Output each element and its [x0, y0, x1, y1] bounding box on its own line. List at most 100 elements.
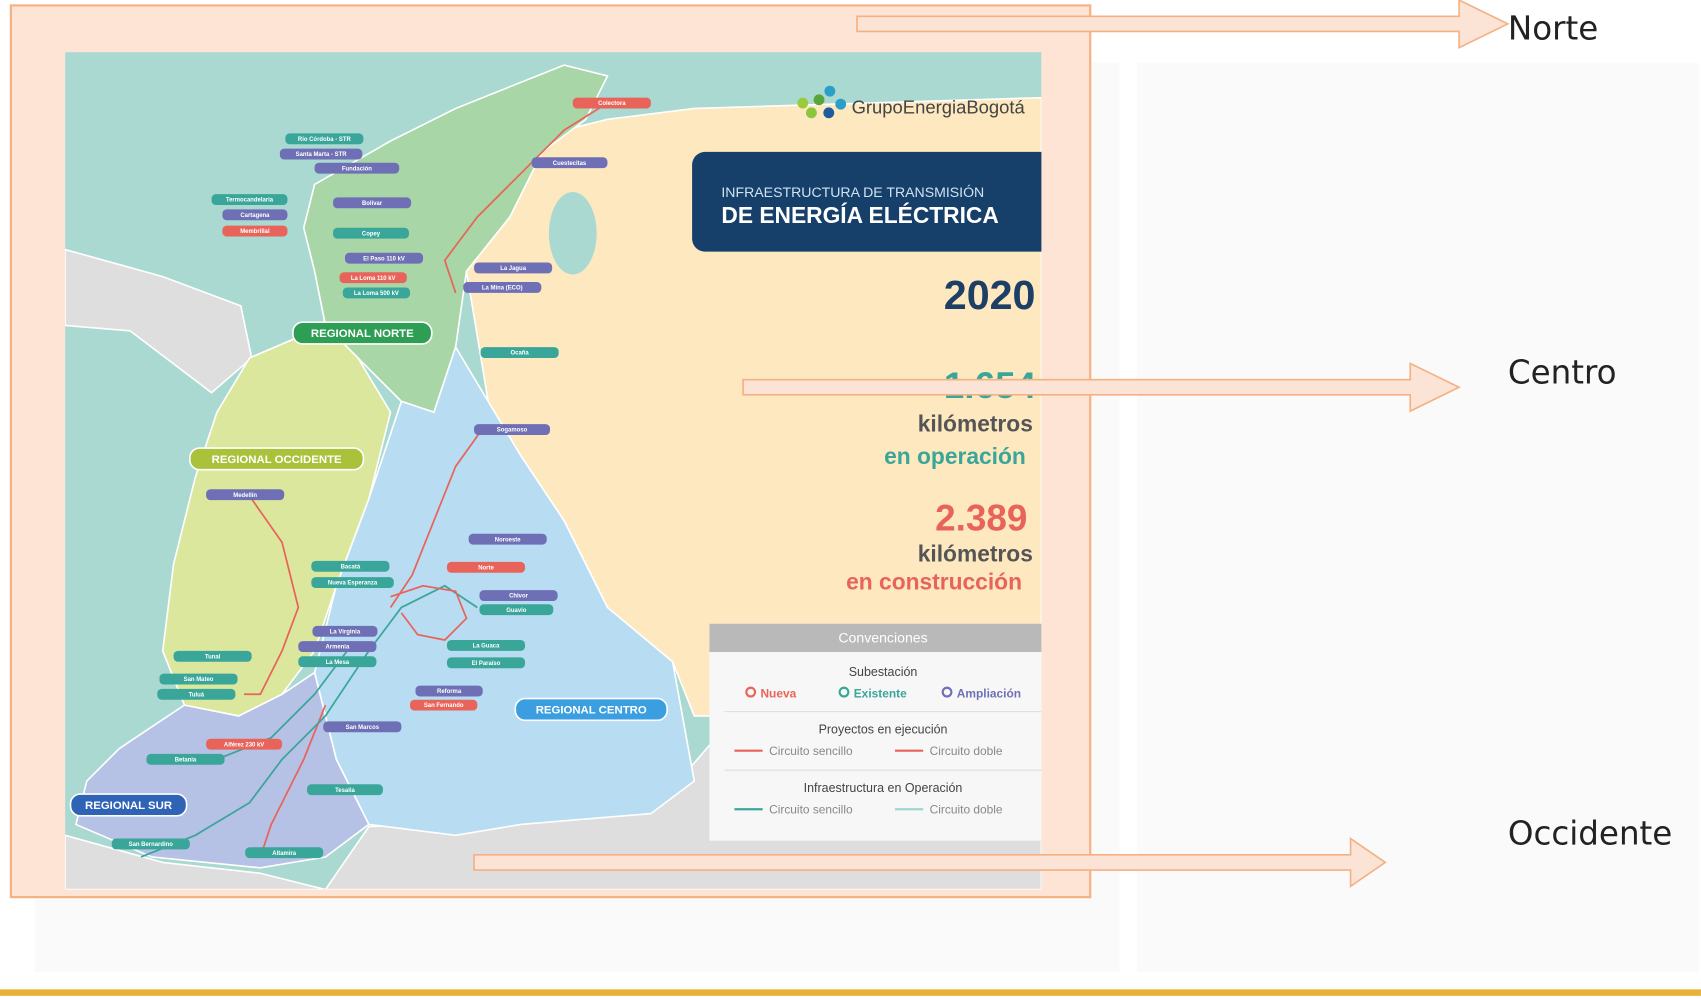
substation-label: San Bernardino	[129, 842, 174, 848]
substation-label: San Mateo	[184, 677, 214, 683]
substation-pill	[446, 640, 526, 651]
lake	[548, 192, 597, 275]
substation-pill	[415, 685, 483, 697]
substation-pill	[463, 282, 542, 293]
substation-label: El Paraíso	[472, 661, 501, 667]
substation-label: Noroeste	[495, 537, 521, 543]
substation-pill	[314, 162, 400, 174]
footer-line	[0, 989, 1701, 996]
legend-item: Circuito sencillo	[769, 744, 853, 758]
substation-label: Alférez 230 kV	[224, 742, 264, 748]
legend-item: Circuito sencillo	[769, 803, 853, 817]
map-image: Colectora Cuestecitas Río Córdoba - STR San…	[65, 52, 1042, 890]
region-area	[74, 671, 370, 869]
substation-pill	[333, 197, 412, 209]
substation-pill	[531, 157, 608, 169]
substation-pill	[157, 688, 236, 700]
substation-pill	[311, 577, 394, 588]
year: 2020	[944, 272, 1036, 318]
substation-pill	[298, 656, 377, 668]
substation-pill	[306, 784, 383, 796]
substation-label: Membrillal	[240, 229, 270, 235]
title-line: DE ENERGÍA ELÉCTRICA	[721, 202, 998, 228]
substation-pill	[111, 838, 190, 850]
construction-unit: kilómetros	[918, 540, 1033, 566]
logo-dot	[797, 97, 809, 109]
substation-label: Armenia	[325, 645, 350, 651]
substation-label: Cuestecitas	[553, 161, 587, 167]
construction-amount: 2.389	[935, 497, 1027, 538]
region-pill	[189, 447, 365, 471]
arrow	[742, 362, 1461, 413]
logo-dot	[835, 98, 847, 110]
arrow	[856, 0, 1510, 50]
power-line	[443, 102, 608, 294]
logo-dot	[806, 107, 817, 119]
arrow	[473, 837, 1387, 888]
substation-pill	[146, 753, 225, 765]
region-label: REGIONAL OCCIDENTE	[212, 454, 342, 466]
side-label: Centro	[1508, 353, 1617, 391]
construction-status: en construcción	[846, 569, 1022, 595]
power-line	[389, 427, 484, 608]
substation-pill	[410, 699, 478, 711]
legend-title: Infraestructura en Operación	[804, 781, 963, 795]
legend-item: Ampliación	[957, 686, 1021, 700]
logo-dot	[823, 107, 835, 119]
substation-label: Nueva Esperanza	[328, 581, 378, 587]
substation-pill	[159, 673, 238, 685]
neighbor-land	[65, 248, 253, 394]
substation-label: Copey	[362, 231, 381, 237]
substation-label: La Loma 110 kV	[351, 276, 396, 282]
legend-title: Subestación	[849, 665, 918, 679]
substation-label: Colectora	[598, 101, 626, 107]
legend-header-bar	[709, 623, 1042, 652]
operation-unit: kilómetros	[918, 410, 1033, 436]
side-label: Norte	[1508, 9, 1598, 47]
substation-pill	[333, 227, 409, 239]
legend-title: Proyectos en ejecución	[819, 722, 948, 736]
substation-label: La Guaca	[473, 644, 500, 650]
operation-status: en operación	[884, 443, 1026, 469]
substation-pill	[344, 252, 424, 264]
substation-pill	[479, 590, 558, 601]
substation-pill	[323, 721, 402, 733]
substation-pill	[173, 650, 252, 662]
substation-pill	[446, 561, 526, 573]
substation-pill	[222, 225, 288, 237]
region-label: REGIONAL SUR	[85, 800, 172, 812]
substation-pill	[312, 625, 378, 637]
substation-label: San Marcos	[346, 725, 380, 731]
substation-label: Sogamoso	[497, 428, 528, 434]
substation-label: La Virginia	[330, 629, 361, 635]
legend-item: Circuito doble	[930, 803, 1003, 817]
substation-label: Fundación	[342, 166, 372, 172]
substation-pill	[479, 604, 554, 616]
power-line	[390, 584, 468, 641]
substation-label: Santa Marta - STR	[296, 152, 348, 158]
substation-label: La Jagua	[500, 266, 526, 272]
region-pill	[69, 793, 188, 817]
power-line	[140, 584, 478, 858]
region-pill	[292, 321, 433, 345]
legend-item: Circuito doble	[930, 744, 1003, 758]
substation-pill	[339, 272, 407, 284]
substation-pill	[474, 262, 553, 274]
substation-pill	[342, 287, 411, 299]
substation-pill	[480, 347, 559, 358]
substation-label: Medellín	[233, 493, 257, 499]
substation-pill	[285, 133, 364, 145]
substation-label: Altamira	[272, 851, 297, 857]
substation-pill	[572, 97, 651, 109]
substation-label: Betania	[175, 757, 197, 763]
substation-pill	[245, 847, 324, 859]
substation-label: Chivor	[509, 594, 529, 600]
substation-pill	[311, 560, 390, 572]
substation-label: Tuluá	[189, 692, 205, 698]
substation-pill	[474, 424, 550, 436]
legend-pin	[838, 686, 850, 698]
logo-dot	[824, 85, 836, 97]
substation-pill	[446, 657, 526, 669]
